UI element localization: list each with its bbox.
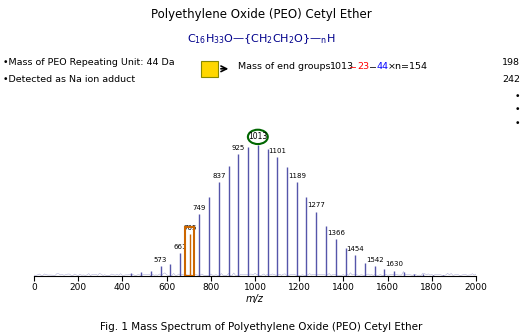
Text: 1366: 1366 [327,230,345,236]
Text: 661: 661 [173,244,187,250]
Text: 1013: 1013 [329,62,354,71]
Text: •: • [515,119,520,128]
Text: 925: 925 [232,145,245,151]
Text: 198: 198 [503,58,520,67]
Text: 1013: 1013 [248,132,267,141]
Text: ×n=154: ×n=154 [388,62,427,71]
Text: 242: 242 [503,75,520,84]
Text: 837: 837 [212,173,226,179]
Text: Mass of end groups:: Mass of end groups: [238,62,337,71]
Text: 23: 23 [357,62,369,71]
Text: Polyethylene Oxide (PEO) Cetyl Ether: Polyethylene Oxide (PEO) Cetyl Ether [151,8,372,21]
Text: 573: 573 [154,257,167,263]
Text: −: − [349,62,357,71]
Text: •Detected as Na ion adduct: •Detected as Na ion adduct [3,75,135,84]
Ellipse shape [248,130,268,144]
Text: •Mass of PEO Repeating Unit: 44 Da: •Mass of PEO Repeating Unit: 44 Da [3,58,174,67]
Text: 44: 44 [376,62,388,71]
Text: 1630: 1630 [385,262,403,268]
Text: 1277: 1277 [307,202,325,208]
FancyBboxPatch shape [201,61,218,77]
Text: 1189: 1189 [288,173,306,179]
Text: 705: 705 [183,225,197,231]
Text: Fig. 1 Mass Spectrum of Polyethylene Oxide (PEO) Cetyl Ether: Fig. 1 Mass Spectrum of Polyethylene Oxi… [100,322,423,332]
Text: 1101: 1101 [268,148,286,154]
Text: •: • [515,92,520,101]
Text: 1542: 1542 [366,257,383,263]
X-axis label: m/z: m/z [246,294,264,304]
Text: 1454: 1454 [346,246,364,252]
Text: 749: 749 [193,205,206,211]
Text: −: − [369,62,377,71]
Text: •: • [515,105,520,114]
Text: $\rm C_{16}H_{33}O$—{$\rm CH_2CH_2O$}—$\rm _nH$: $\rm C_{16}H_{33}O$—{$\rm CH_2CH_2O$}—$\… [187,32,336,45]
Bar [185,227,194,276]
